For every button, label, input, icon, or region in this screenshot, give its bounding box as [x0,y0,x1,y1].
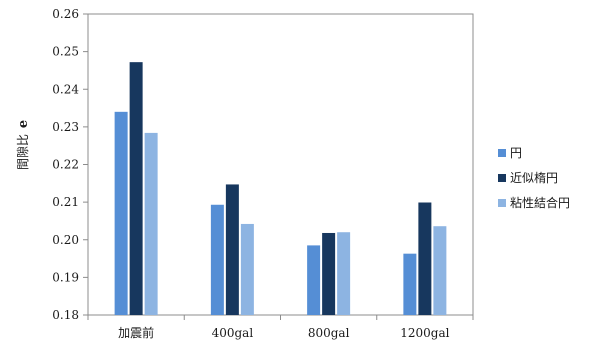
bar-2-1 [129,62,143,315]
y-tick-label: 0.21 [52,195,79,209]
bar-1-2 [210,204,224,315]
bar-2-3 [322,232,336,315]
y-axis-title: 間隙比 [16,134,30,170]
bar-1-3 [307,245,321,315]
legend-swatch-1 [498,149,506,157]
y-tick-label: 0.20 [52,233,79,247]
bar-3-1 [144,132,158,315]
y-axis-symbol: e [16,120,31,128]
bar-2-2 [225,184,239,315]
y-tick-label: 0.22 [52,158,79,172]
legend-swatch-2 [498,174,506,182]
x-category-label: 加震前 [118,325,154,340]
bar-3-3 [337,232,351,315]
legend-label-1: 円 [510,146,522,160]
legend-label-2: 近似楕円 [510,171,558,185]
plot-area: 0.18 0.19 0.20 0.21 0.22 0.23 0.24 0.25 0.26 加震前 4… [52,7,474,340]
y-tick-label: 0.23 [52,120,79,134]
x-category-label: 800gal [308,326,350,340]
x-category-label: 1200gal [400,326,449,340]
x-category-label: 400gal [212,326,254,340]
y-tick-label: 0.18 [52,308,79,322]
bar-3-4 [433,226,447,315]
y-tick-label: 0.26 [52,7,79,21]
bar-2-4 [418,202,432,315]
bar-1-1 [114,111,128,315]
bar-1-4 [403,253,417,315]
bar-3-2 [240,223,254,315]
legend-swatch-3 [498,199,506,207]
y-tick-label: 0.19 [52,270,79,284]
y-axis-title-group: 間隙比 e [16,120,31,170]
y-tick-label: 0.24 [52,82,79,96]
legend-label-3: 粘性結合円 [510,195,570,210]
y-tick-label: 0.25 [52,45,79,59]
